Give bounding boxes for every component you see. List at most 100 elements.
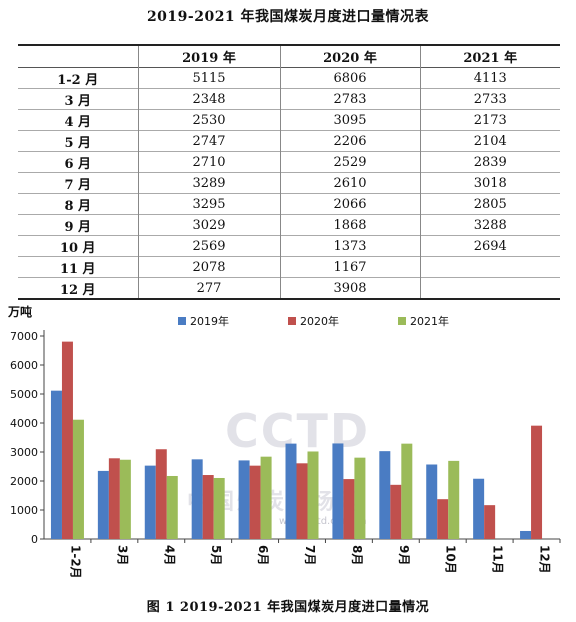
- bar-2019: [379, 451, 391, 539]
- cell-2020: 1868: [279, 214, 420, 236]
- y-tick-label: 1000: [10, 504, 38, 517]
- bar-2020: [390, 484, 402, 539]
- cell-2021: [419, 256, 560, 278]
- chart-caption: 图 1 2019-2021 年我国煤炭月度进口量情况: [146, 600, 430, 615]
- x-tick-label: 1-2月: [68, 545, 82, 579]
- cell-2019: 2747: [137, 130, 280, 152]
- row-month: 11 月: [59, 261, 96, 277]
- bar-2020: [108, 458, 120, 539]
- row-month: 10 月: [59, 240, 96, 256]
- import-table: 2019 年 2020 年 2021 年 1-2 月 5115 6806 4113 3 …: [18, 44, 560, 300]
- table-row: 12 月 277 3908: [18, 277, 560, 299]
- bar-2021: [401, 443, 413, 539]
- bar-2020: [343, 479, 355, 539]
- header-month: [18, 45, 138, 68]
- cell-2021: 2733: [419, 88, 560, 110]
- cell-2020: 2610: [279, 172, 420, 194]
- table-row: 1-2 月 5115 6806 4113: [18, 67, 560, 89]
- table-row: 4 月 2530 3095 2173: [18, 109, 560, 131]
- x-tick-label: 9月: [397, 545, 411, 565]
- bar-2019: [144, 465, 156, 539]
- table-row: 5 月 2747 2206 2104: [18, 130, 560, 152]
- table-row: 11 月 2078 1167: [18, 256, 560, 278]
- bar-2021: [119, 459, 131, 539]
- row-month: 7 月: [64, 177, 92, 193]
- cell-2021: 2805: [419, 193, 560, 215]
- legend-swatch: [398, 317, 406, 325]
- bar-2019: [50, 390, 62, 539]
- row-month: 9 月: [64, 219, 92, 235]
- bar-2019: [332, 443, 344, 539]
- row-month: 1-2 月: [57, 72, 99, 88]
- cell-2019: 277: [137, 277, 280, 299]
- cell-2020: 2529: [279, 151, 420, 173]
- bar-2021: [354, 457, 366, 539]
- legend-label: 2021年: [410, 314, 449, 328]
- table-header-row: 2019 年 2020 年 2021 年: [18, 45, 560, 68]
- bar-2020: [484, 505, 496, 539]
- y-tick-label: 6000: [10, 359, 38, 372]
- legend-label: 2019年: [190, 314, 229, 328]
- row-month: 5 月: [64, 135, 92, 151]
- x-tick-label: 12月: [538, 545, 552, 574]
- x-tick-label: 5月: [209, 545, 223, 565]
- bar-2021: [448, 460, 460, 539]
- bar-2019: [520, 530, 532, 539]
- cell-2019: 2710: [137, 151, 280, 173]
- bar-2020: [202, 475, 214, 539]
- x-tick-label: 3月: [115, 545, 129, 565]
- table-row: 8 月 3295 2066 2805: [18, 193, 560, 215]
- row-month: 8 月: [64, 198, 92, 214]
- x-tick-label: 4月: [162, 545, 176, 565]
- table-row: 9 月 3029 1868 3288: [18, 214, 560, 236]
- row-month: 12 月: [59, 282, 96, 298]
- cell-2020: 3095: [279, 109, 420, 131]
- table-row: 3 月 2348 2783 2733: [18, 88, 560, 110]
- cell-2021: 2839: [419, 151, 560, 173]
- table-row: 10 月 2569 1373 2694: [18, 235, 560, 257]
- header-2020: 2020 年: [279, 45, 420, 68]
- cell-2019: 5115: [137, 67, 280, 89]
- cell-2019: 2078: [137, 256, 280, 278]
- bar-2021: [260, 456, 272, 539]
- bar-2019: [238, 460, 250, 539]
- x-tick-label: 10月: [444, 545, 458, 574]
- row-month: 3 月: [64, 93, 92, 109]
- bar-2021: [213, 477, 225, 539]
- cell-2020: 3908: [279, 277, 420, 299]
- cell-2020: 2066: [279, 193, 420, 215]
- y-tick-label: 2000: [10, 475, 38, 488]
- cell-2019: 3289: [137, 172, 280, 194]
- table-title: 2019-2021 年我国煤炭月度进口量情况表: [146, 9, 430, 25]
- bar-2019: [191, 459, 203, 539]
- legend-label: 2020年: [300, 314, 339, 328]
- row-month: 4 月: [64, 114, 92, 130]
- bar-2019: [97, 470, 109, 539]
- y-tick-label: 0: [31, 533, 38, 546]
- cell-2019: 2348: [137, 88, 280, 110]
- y-tick-label: 7000: [10, 330, 38, 343]
- x-tick-label: 6月: [256, 545, 270, 565]
- cell-2021: 4113: [419, 67, 560, 89]
- cell-2020: 1167: [279, 256, 420, 278]
- y-tick-label: 5000: [10, 388, 38, 401]
- cell-2021: 3288: [419, 214, 560, 236]
- x-tick-label: 7月: [303, 545, 317, 565]
- legend-swatch: [288, 317, 296, 325]
- bar-2021: [307, 451, 319, 539]
- cell-2021: 3018: [419, 172, 560, 194]
- row-month: 6 月: [64, 156, 92, 172]
- y-tick-label: 4000: [10, 417, 38, 430]
- cell-2020: 2783: [279, 88, 420, 110]
- header-2019: 2019 年: [137, 45, 280, 68]
- bar-2020: [249, 465, 261, 539]
- y-axis-label: 万吨: [7, 304, 32, 319]
- table-row: 7 月 3289 2610 3018: [18, 172, 560, 194]
- cell-2019: 2569: [137, 235, 280, 257]
- bar-2021: [72, 419, 84, 539]
- cell-2019: 3295: [137, 193, 280, 215]
- bar-2019: [426, 464, 438, 539]
- cell-2021: 2104: [419, 130, 560, 152]
- bar-2021: [166, 475, 178, 539]
- table-row: 6 月 2710 2529 2839: [18, 151, 560, 173]
